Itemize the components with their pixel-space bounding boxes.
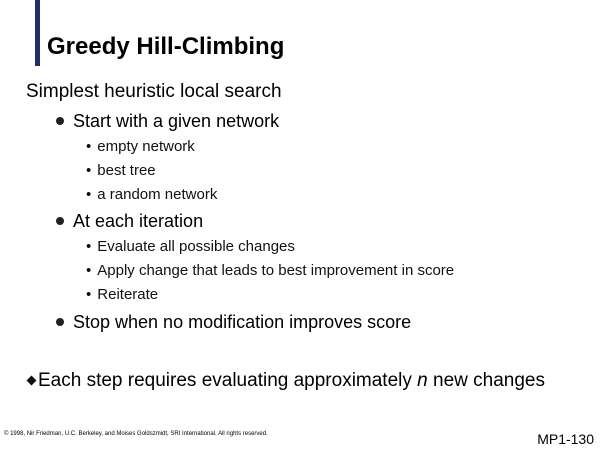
note-text-before: Each step requires evaluating approximat… [38,370,418,391]
sub-item-label: Reiterate [97,286,159,303]
dot-icon: • [86,238,92,255]
sub-item: • Evaluate all possible changes [86,238,295,256]
bullet-item-label: Stop when no modification improves score [73,312,412,332]
slide-number: MP1-130 [537,431,594,447]
slide-title: Greedy Hill-Climbing [47,33,285,60]
diamond-bullet-icon [26,375,37,386]
sub-item-label: empty network [97,138,195,155]
sub-item-label: Evaluate all possible changes [97,238,295,255]
bullet-icon [56,318,64,327]
copyright-footer: © 1998, Nir Friedman, U.C. Berkeley, and… [4,431,268,437]
sub-item: • a random network [86,186,217,204]
bullet-icon [56,217,64,226]
bullet-item-stop: Stop when no modification improves score [56,311,411,333]
sub-item-label: a random network [97,186,218,203]
dot-icon: • [86,162,92,179]
note-line: Each step requires evaluating approximat… [26,369,545,393]
bullet-item-label: Start with a given network [73,111,280,131]
note-text-after: new changes [427,370,545,391]
dot-icon: • [86,138,92,155]
bullet-item-iteration: At each iteration [56,210,203,232]
bullet-item-label: At each iteration [73,211,204,231]
sub-item: • Apply change that leads to best improve… [86,262,454,280]
sub-item-label: best tree [97,162,156,179]
sub-item: • empty network [86,138,195,156]
sub-item-label: Apply change that leads to best improvem… [97,262,455,279]
note-text-italic: n [417,370,428,391]
dot-icon: • [86,286,92,303]
dot-icon: • [86,186,92,203]
title-accent-bar [35,0,40,66]
intro-text: Simplest heuristic local search [26,81,282,102]
sub-item: • best tree [86,162,156,180]
bullet-item-start: Start with a given network [56,110,279,132]
bullet-icon [56,117,64,126]
sub-item: • Reiterate [86,286,158,304]
dot-icon: • [86,262,92,279]
